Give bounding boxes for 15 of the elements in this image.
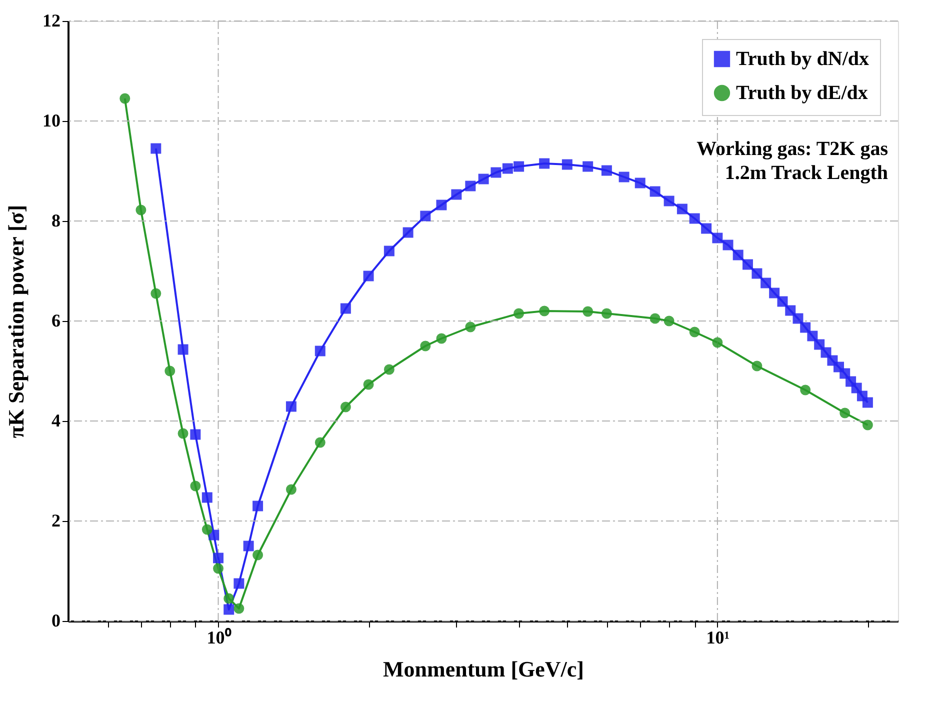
legend-label: Truth by dE/dx bbox=[736, 82, 868, 104]
y-tick-label: 0 bbox=[52, 610, 60, 630]
legend-label: Truth by dN/dx bbox=[736, 48, 870, 70]
y-tick-label: 8 bbox=[52, 210, 60, 230]
annotation: Working gas: T2K gas bbox=[696, 138, 888, 160]
annotation: 1.2m Track Length bbox=[724, 162, 888, 184]
y-tick-label: 2 bbox=[52, 510, 60, 530]
y-tick-label: 4 bbox=[52, 410, 60, 430]
x-axis-title: Monmentum [GeV/c] bbox=[382, 656, 584, 682]
x-tick-label: 10¹ bbox=[706, 628, 730, 648]
y-axis-title: πK Separation power [σ] bbox=[4, 204, 28, 438]
x-tick-label: 10⁰ bbox=[206, 628, 232, 648]
y-tick-label: 6 bbox=[52, 310, 60, 330]
y-tick-label: 10 bbox=[42, 110, 60, 130]
y-tick-label: 12 bbox=[42, 10, 60, 30]
